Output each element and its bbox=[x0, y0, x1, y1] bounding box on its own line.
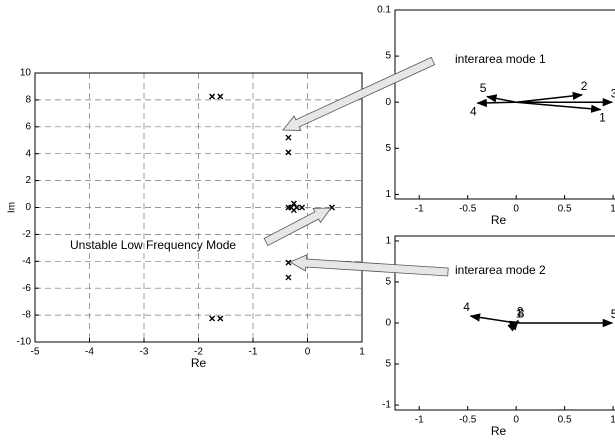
x-tick-label: 0 bbox=[305, 347, 311, 358]
plot-area bbox=[394, 9, 615, 200]
y-tick-label: -2 bbox=[22, 229, 31, 240]
annotation-arrow bbox=[282, 56, 436, 132]
x-tick-label: -3 bbox=[140, 347, 149, 358]
y-tick-label: 4 bbox=[25, 148, 31, 159]
x-tick-label: 1 bbox=[610, 415, 615, 426]
x-axis-label: Re bbox=[491, 213, 507, 227]
y-tick-label: 8 bbox=[25, 95, 31, 106]
chart: -1 -0.5 0 0.5 1 -1 5 0 5 1 Re bbox=[382, 235, 615, 438]
vector-label: 4 bbox=[463, 300, 470, 314]
y-axis-label: Im bbox=[7, 202, 18, 213]
annotation-arrows bbox=[263, 56, 449, 277]
y-tick-label: -1 bbox=[382, 400, 391, 411]
y-tick-label: 5 bbox=[385, 143, 391, 154]
pole-marker bbox=[285, 259, 292, 266]
x-tick-label: -1 bbox=[415, 415, 424, 426]
x-tick-label: 0.5 bbox=[558, 415, 572, 426]
x-axis-label: Re bbox=[491, 424, 507, 438]
annotation-arrow bbox=[263, 207, 332, 247]
vector-label: 5 bbox=[480, 81, 487, 95]
y-tick-label: 5 bbox=[385, 359, 391, 370]
y-tick-label: 6 bbox=[25, 121, 31, 132]
y-tick-label: -8 bbox=[22, 310, 31, 321]
plot-frame bbox=[394, 9, 615, 200]
y-tick-label: 5 bbox=[385, 277, 391, 288]
vector-label: 5 bbox=[611, 307, 615, 321]
x-tick-label: -0.5 bbox=[459, 204, 477, 215]
x-tick-label: 0 bbox=[513, 415, 519, 426]
x-tick-label: -1 bbox=[249, 347, 258, 358]
vector-label: 2 bbox=[517, 305, 524, 319]
x-tick-label: 0.5 bbox=[558, 204, 572, 215]
pole-marker bbox=[285, 149, 292, 156]
y-tick-label: 1 bbox=[385, 189, 391, 200]
vector-label: 2 bbox=[581, 79, 588, 93]
vector bbox=[516, 101, 602, 113]
x-tick-label: -2 bbox=[194, 347, 203, 358]
x-tick-label: -1 bbox=[415, 204, 424, 215]
annotation: Unstable Low Frequency Mode bbox=[70, 238, 236, 252]
vector bbox=[516, 91, 584, 103]
chart: -1 -0.5 0 0.5 1 1 5 0 5 0.1 Re bbox=[377, 5, 615, 227]
vector-label: 4 bbox=[470, 104, 477, 118]
y-tick-label: 10 bbox=[20, 68, 32, 79]
y-tick-label: 0.1 bbox=[377, 5, 391, 16]
annotation-arrow bbox=[289, 254, 449, 277]
vector bbox=[486, 94, 517, 103]
vector-label: 3 bbox=[611, 86, 615, 100]
pole-marker bbox=[217, 93, 224, 100]
y-tick-label: -4 bbox=[22, 256, 31, 267]
vector bbox=[476, 98, 517, 108]
y-tick-label: -6 bbox=[22, 283, 31, 294]
x-tick-label: 0 bbox=[513, 204, 519, 215]
x-tick-label: 1 bbox=[359, 347, 365, 358]
y-tick-label: 0 bbox=[385, 97, 391, 108]
pole-marker bbox=[290, 200, 297, 207]
pole-marker bbox=[285, 134, 292, 141]
pole-marker bbox=[290, 207, 297, 214]
y-tick-label: 5 bbox=[385, 51, 391, 62]
plot-frame bbox=[34, 72, 363, 343]
annotation: interarea mode 2 bbox=[455, 263, 546, 277]
x-axis-label: Re bbox=[191, 356, 207, 370]
y-tick-label: 0 bbox=[385, 318, 391, 329]
vector-label: 1 bbox=[516, 306, 523, 320]
y-tick-label: -10 bbox=[17, 337, 32, 348]
pole-marker bbox=[299, 204, 306, 211]
vector-label: 3 bbox=[518, 306, 525, 320]
y-tick-label: 2 bbox=[25, 175, 31, 186]
pole-marker bbox=[209, 315, 216, 322]
x-tick-label: 1 bbox=[610, 204, 615, 215]
plot-frame bbox=[394, 235, 615, 411]
pole-marker bbox=[217, 315, 224, 322]
vector bbox=[469, 313, 517, 324]
x-tick-label: -5 bbox=[31, 347, 40, 358]
y-tick-label: 1 bbox=[385, 236, 391, 247]
pole-marker bbox=[285, 274, 292, 281]
pole-marker bbox=[209, 93, 216, 100]
x-tick-label: -4 bbox=[85, 347, 94, 358]
annotation: interarea mode 1 bbox=[455, 52, 546, 66]
y-tick-label: 0 bbox=[25, 202, 31, 213]
x-tick-label: -0.5 bbox=[459, 415, 477, 426]
vector-label: 1 bbox=[599, 111, 606, 125]
